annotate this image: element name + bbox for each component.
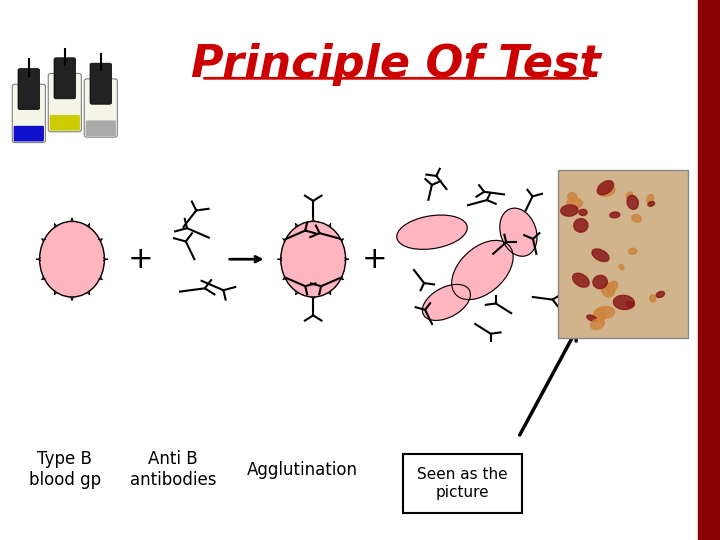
Ellipse shape xyxy=(590,319,604,329)
Text: Principle Of Test: Principle Of Test xyxy=(191,43,601,86)
Text: +: + xyxy=(127,245,153,274)
Ellipse shape xyxy=(451,240,513,300)
Ellipse shape xyxy=(619,265,624,269)
Text: Hemolysis: Hemolysis xyxy=(418,461,504,479)
Ellipse shape xyxy=(626,301,634,308)
Text: Agglutination: Agglutination xyxy=(247,461,358,479)
Ellipse shape xyxy=(397,215,467,249)
FancyBboxPatch shape xyxy=(18,69,40,110)
Ellipse shape xyxy=(629,248,636,254)
Ellipse shape xyxy=(656,292,665,298)
Ellipse shape xyxy=(281,221,346,297)
Ellipse shape xyxy=(593,309,606,321)
Ellipse shape xyxy=(500,208,537,256)
Ellipse shape xyxy=(567,198,582,208)
Ellipse shape xyxy=(592,249,609,261)
Ellipse shape xyxy=(627,195,639,210)
FancyBboxPatch shape xyxy=(84,79,117,137)
Ellipse shape xyxy=(595,307,615,319)
Ellipse shape xyxy=(423,285,470,320)
FancyBboxPatch shape xyxy=(558,170,688,338)
Ellipse shape xyxy=(649,295,656,302)
Ellipse shape xyxy=(568,193,577,201)
Ellipse shape xyxy=(40,221,104,297)
FancyBboxPatch shape xyxy=(14,126,44,141)
FancyBboxPatch shape xyxy=(403,454,522,513)
FancyBboxPatch shape xyxy=(90,63,112,104)
Ellipse shape xyxy=(561,205,578,216)
Ellipse shape xyxy=(574,219,588,232)
Ellipse shape xyxy=(626,192,632,198)
Ellipse shape xyxy=(607,281,618,293)
FancyBboxPatch shape xyxy=(12,84,45,143)
Text: +: + xyxy=(361,245,387,274)
FancyBboxPatch shape xyxy=(86,120,116,136)
Ellipse shape xyxy=(587,315,597,321)
FancyBboxPatch shape xyxy=(48,73,81,132)
Bar xyxy=(698,0,720,540)
Ellipse shape xyxy=(613,295,634,309)
Ellipse shape xyxy=(572,273,589,287)
Ellipse shape xyxy=(598,181,613,195)
Ellipse shape xyxy=(632,214,642,222)
Ellipse shape xyxy=(647,194,654,203)
Ellipse shape xyxy=(579,210,587,215)
Ellipse shape xyxy=(648,201,654,206)
Ellipse shape xyxy=(593,275,608,288)
Ellipse shape xyxy=(610,212,620,218)
FancyBboxPatch shape xyxy=(54,58,76,99)
Ellipse shape xyxy=(601,283,615,297)
Ellipse shape xyxy=(598,185,615,197)
Text: Anti B
antibodies: Anti B antibodies xyxy=(130,450,216,489)
FancyBboxPatch shape xyxy=(50,115,80,131)
Text: Type B
blood gp: Type B blood gp xyxy=(29,450,101,489)
Text: Seen as the
picture: Seen as the picture xyxy=(418,467,508,500)
